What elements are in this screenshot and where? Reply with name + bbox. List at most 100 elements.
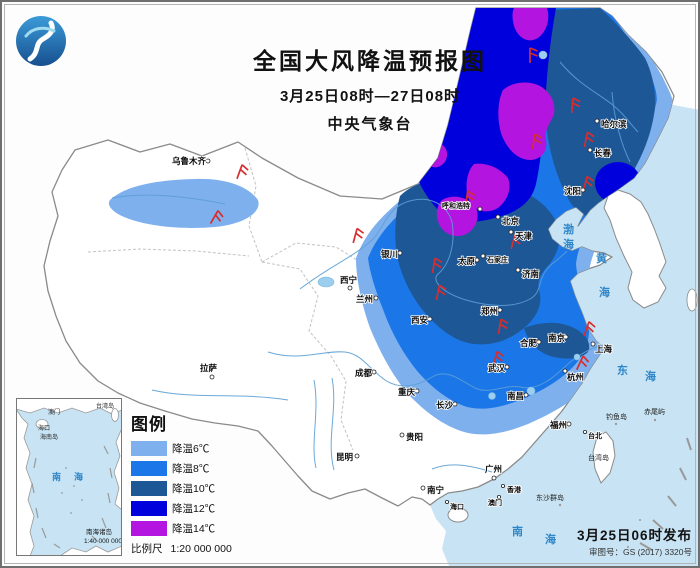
city-shanghai: 上海 [590, 341, 613, 355]
island-label-chiwei: 赤尾屿 [644, 407, 665, 416]
map-scale: 比例尺 1:20 000 000 [131, 541, 232, 556]
city-changsha: 长沙 [435, 399, 458, 411]
city-wuhan: 武汉 [487, 362, 510, 374]
legend-label: 降温6℃ [172, 443, 210, 455]
city-hohhot: 呼和浩特 [441, 200, 483, 212]
city-label: 海口 [450, 502, 464, 511]
legend-title: 图例 [131, 415, 167, 434]
city-dot [347, 285, 353, 291]
city-dot [563, 334, 569, 340]
inset-label-islands: 南海诸岛 [86, 527, 112, 536]
small-islands [558, 418, 657, 548]
city-xian: 西安 [410, 314, 433, 326]
sea-label-donghai: 东 [617, 363, 628, 377]
city-dot [452, 401, 458, 407]
city-label: 南宁 [427, 485, 445, 495]
city-changchun: 长春 [587, 147, 612, 159]
city-label: 南京 [548, 333, 566, 343]
city-zhengzhou: 郑州 [480, 305, 503, 317]
nine-dash-line [639, 437, 692, 551]
cma-logo [16, 16, 66, 66]
city-label: 乌鲁木齐 [172, 156, 207, 166]
page-title: 全国大风降温预报图 [253, 48, 487, 74]
city-dot [371, 369, 377, 375]
sea-label-huanghai: 海 [599, 285, 610, 299]
city-dot [420, 485, 426, 491]
korea-peninsula [603, 189, 667, 309]
city-dot [444, 499, 449, 504]
cooling-region-14c-north [498, 82, 555, 160]
city-shenyang: 沈阳 [563, 185, 586, 197]
city-dot [583, 429, 588, 434]
city-label: 拉萨 [200, 363, 218, 373]
inset-label-macau: 澳门 [48, 408, 60, 416]
legend-label: 降温10℃ [172, 483, 216, 495]
inset-islets [61, 467, 83, 514]
sea-labels: 渤 海 黄 海 东 海 南 海 [512, 222, 656, 546]
hainan-island [447, 507, 469, 523]
inset-taiwan [111, 408, 119, 422]
city-label: 澳门 [488, 498, 502, 507]
island-label-dongsha: 东沙群岛 [536, 493, 564, 502]
city-kunming: 昆明 [335, 451, 360, 463]
inset-coast-north [16, 398, 122, 415]
agency-name: 中央气象台 [327, 116, 413, 133]
inset-sea-label: 南 [52, 471, 61, 482]
city-dot [566, 421, 572, 427]
city-beijing: 北京 [495, 214, 520, 227]
city-hefei: 合肥 [518, 337, 542, 349]
city-dot [373, 295, 379, 301]
city-dot [477, 206, 483, 212]
city-harbin: 哈尔滨 [594, 118, 628, 130]
city-label: 贵阳 [406, 432, 423, 442]
island-label-diaoyu: 钓鱼岛 [606, 412, 627, 421]
city-label: 太原 [457, 256, 476, 266]
city-tianjin: 天津 [508, 229, 533, 242]
city-dot [508, 229, 514, 235]
sea-label-bohai: 渤 [563, 222, 574, 236]
city-dot [414, 388, 420, 394]
city-xining: 西宁 [339, 274, 358, 291]
city-yinchuan: 银川 [379, 248, 403, 260]
city-taipei: 台北 [583, 429, 603, 441]
cooling-region-10c-jiangsu [524, 322, 590, 359]
city-label: 武汉 [488, 363, 506, 373]
city-label: 济南 [522, 269, 540, 279]
city-dot [480, 253, 486, 259]
city-dot [536, 339, 542, 345]
south-china-sea-inset: 澳门 台湾岛 海口 海南岛 南 海 南海诸岛 1:40 000 000 [16, 398, 122, 556]
city-label: 石家庄 [486, 255, 508, 264]
sea-label-bohai: 海 [563, 237, 574, 251]
city-hangzhou: 杭州 [562, 368, 585, 383]
inset-coast-east [113, 427, 122, 511]
city-guiyang: 贵阳 [399, 431, 424, 443]
city-macau: 澳门 [487, 494, 503, 508]
city-jinan: 济南 [515, 267, 540, 280]
city-shijiazhuang: 石家庄 [480, 253, 509, 265]
legend-swatch-10c [131, 481, 167, 496]
forecast-period: 3月25日08时—27日08时 [279, 88, 461, 105]
city-label: 昆明 [336, 452, 354, 462]
city-nanjing: 南京 [547, 332, 569, 344]
city-label: 西安 [411, 315, 429, 325]
city-fuzhou: 福州 [548, 419, 572, 431]
city-label: 北京 [502, 216, 520, 226]
scale-label: 比例尺 [131, 543, 163, 555]
city-dot [474, 257, 480, 263]
sea-label-huanghai: 黄 [596, 251, 607, 265]
city-label: 长春 [594, 148, 612, 158]
inset-scale: 1:40 000 000 [84, 538, 122, 545]
island-labels: 台湾岛 钓鱼岛 赤尾屿 东沙群岛 [536, 407, 665, 502]
city-dot [562, 368, 568, 374]
city-dot [399, 432, 405, 438]
city-lanzhou: 兰州 [355, 293, 379, 305]
legend-item: 降温6℃ [131, 441, 232, 456]
city-guangzhou: 广州 [484, 463, 503, 481]
city-label: 沈阳 [564, 186, 581, 196]
city-dot [504, 364, 510, 370]
map-approval-number: 审图号：GS (2017) 3320号 [589, 547, 692, 557]
city-dot [500, 483, 505, 488]
inset-coast-south [59, 545, 122, 556]
inset-coast-west [16, 408, 35, 556]
